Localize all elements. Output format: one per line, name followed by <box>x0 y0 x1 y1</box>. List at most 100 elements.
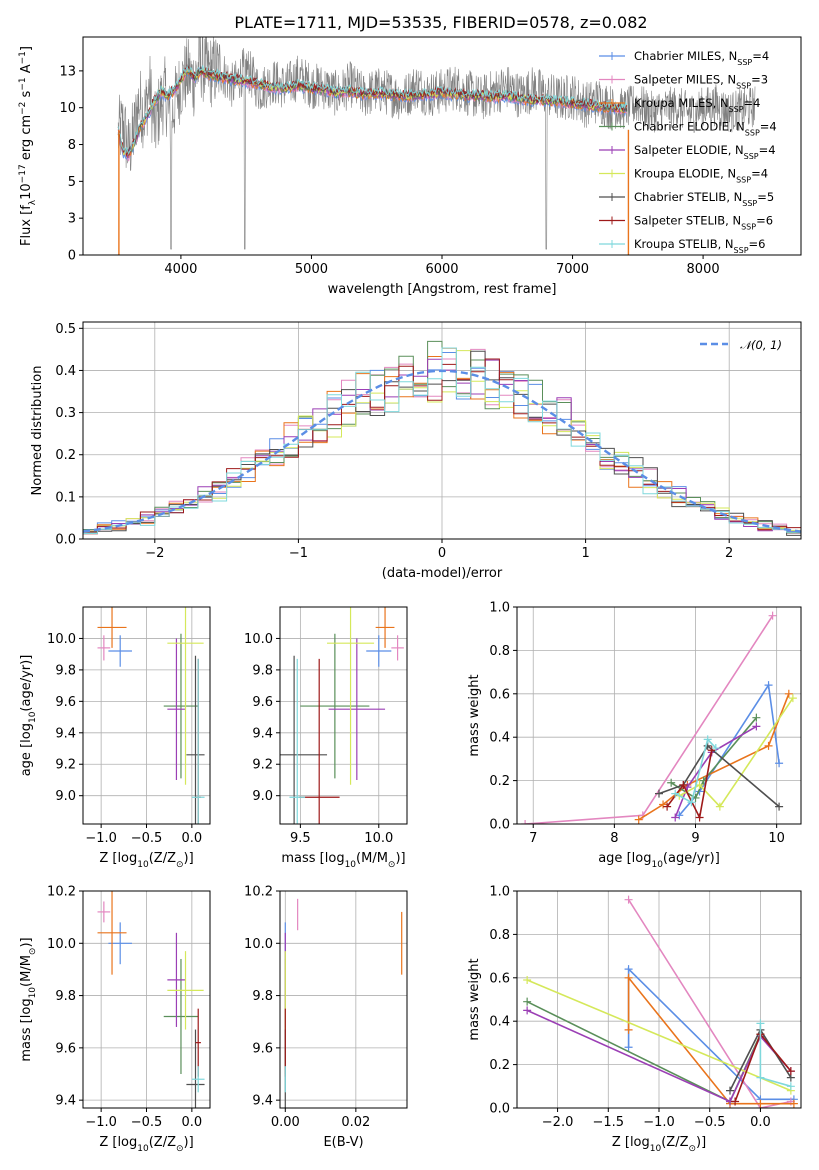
x-tick-label: 8 <box>610 831 618 846</box>
y-tick-label: 0.4 <box>489 1015 510 1030</box>
weight-marker-5 <box>788 694 797 703</box>
y-tick-label: 0.2 <box>55 448 76 463</box>
x-tick-label: −0.5 <box>131 831 163 846</box>
axes-weight_vs_Z: −2.0 −1.5 −1.0 −0.5 0.0 0.0 0.2 0.4 0.6 0.8 1.0 Z [… <box>467 885 802 1154</box>
x-tick-label: 9.5 <box>290 831 311 846</box>
label-sub: 10 <box>28 987 38 999</box>
label-part: (Z/Z <box>149 851 176 866</box>
y-tick-label: 10.0 <box>244 937 273 952</box>
label-part: (age/yr)] <box>663 851 720 866</box>
y-tick-label: 13 <box>59 64 76 79</box>
weight-marker-1 <box>768 611 777 620</box>
label-sub: 10 <box>650 1144 662 1154</box>
plot-area-mass_vs_EBV <box>284 898 403 1108</box>
weight-marker-7 <box>707 746 716 755</box>
legend-text: Chabrier ELODIE, N <box>634 120 745 134</box>
y-tick-label: 10.2 <box>47 885 76 900</box>
legend-text: =4 <box>752 49 769 63</box>
weight-marker-3 <box>523 997 532 1006</box>
legend-text: =4 <box>760 120 777 134</box>
axes-age_vs_mass: 9.5 10.0 9.0 9.2 9.4 9.6 9.8 10.0 mass [log10(M/… <box>244 606 408 870</box>
weight-marker-6 <box>726 1086 734 1095</box>
y-tick-label: 9.4 <box>55 726 76 741</box>
label-part: (Z/Z <box>149 1135 176 1150</box>
x-tick-label: 0.0 <box>750 1115 771 1130</box>
label-part: mass [ <box>19 1018 34 1061</box>
legend-label-3: Chabrier ELODIE, NSSP=4 <box>634 120 777 138</box>
weight-marker-4 <box>671 813 680 822</box>
weight-marker-5 <box>715 802 724 811</box>
x-tick-label: 5000 <box>295 262 328 277</box>
weight-marker-5 <box>523 975 532 984</box>
x-tick-label: 0.0 <box>182 1115 203 1130</box>
label-part: log <box>325 851 345 866</box>
label-part: ⊙ <box>176 860 184 870</box>
label-part: ⊙ <box>388 860 396 870</box>
x-tick-label: 10.0 <box>364 831 393 846</box>
x-axis-label: E(B-V) <box>323 1135 363 1150</box>
legend-sub: SSP <box>745 128 760 137</box>
x-tick-label: −0.5 <box>131 1115 163 1130</box>
weight-marker-7 <box>679 780 688 789</box>
legend-sub: SSP <box>734 246 749 255</box>
plot-area-weight_vs_age <box>521 611 797 824</box>
y-tick-label: 9.4 <box>252 726 273 741</box>
y-tick-label: 9.0 <box>55 789 76 804</box>
legend-label-0: Chabrier MILES, NSSP=4 <box>634 49 769 67</box>
legend-text: Salpeter ELODIE, N <box>634 143 744 157</box>
x-axis-label: (data-model)/error <box>382 566 503 581</box>
weight-marker-4 <box>752 722 761 731</box>
legend-label-8: Kroupa STELIB, NSSP=6 <box>634 237 765 255</box>
weight-line-5 <box>678 697 794 808</box>
label-part: A <box>19 64 34 77</box>
weight-marker-7 <box>731 1097 740 1106</box>
weight-marker-2 <box>756 1099 765 1108</box>
label-part: (data-model)/error <box>382 566 503 581</box>
weight-marker-0 <box>624 1043 633 1052</box>
x-tick-label: 0.00 <box>271 1115 300 1130</box>
label-part: Z [ <box>99 851 117 866</box>
axes-mass_vs_EBV: 0.00 0.02 9.4 9.6 9.8 10.0 10.2 E(B-V) <box>244 885 408 1150</box>
label-part: log <box>630 1135 650 1150</box>
weight-marker-0 <box>764 681 773 690</box>
weight-marker-2 <box>659 800 668 809</box>
label-part: −17 <box>18 164 28 183</box>
label-part: ] <box>19 46 34 51</box>
x-tick-label: 7 <box>529 831 537 846</box>
y-tick-label: 10.2 <box>244 885 273 900</box>
x-tick-label: 9 <box>691 831 699 846</box>
legend-label-1: Salpeter MILES, NSSP=3 <box>634 73 768 91</box>
x-tick-label: 1 <box>581 546 589 561</box>
normal-legend-label: 𝒩(0, 1) <box>740 338 782 352</box>
weight-marker-2 <box>634 815 643 824</box>
weight-marker-8 <box>687 798 696 807</box>
y-tick-label: 9.2 <box>55 758 76 773</box>
y-tick-label: 10.0 <box>47 937 76 952</box>
legend-text: Chabrier MILES, N <box>634 49 737 63</box>
y-tick-label: 0 <box>68 249 76 264</box>
weight-line-8 <box>674 737 717 804</box>
y-tick-label: 5 <box>68 175 76 190</box>
label-part: age [ <box>598 851 631 866</box>
y-tick-label: 0.6 <box>489 971 510 986</box>
legend-text: Chabrier STELIB, N <box>634 190 742 204</box>
y-tick-label: 1.0 <box>489 601 510 616</box>
label-part: log <box>19 998 34 1018</box>
weight-marker-6 <box>655 789 663 798</box>
x-tick-label: 0 <box>438 546 446 561</box>
x-tick-label: −1.0 <box>643 1115 675 1130</box>
y-tick-label: 0.8 <box>489 644 510 659</box>
y-axis-label: mass [log10(M/M⊙)] <box>19 937 38 1061</box>
y-axis-label: age [log10(age/yr)] <box>19 655 38 777</box>
legend-label-7: Salpeter STELIB, NSSP=6 <box>634 214 773 232</box>
figure-title: PLATE=1711, MJD=53535, FIBERID=0578, z=0… <box>234 13 647 32</box>
axes-frame <box>279 606 408 825</box>
weight-marker-2 <box>789 1099 798 1108</box>
y-axis-label: mass weight <box>467 674 482 756</box>
plot-area-spectrum <box>117 37 756 255</box>
weight-marker-3 <box>752 713 761 722</box>
x-tick-label: 0.0 <box>182 831 203 846</box>
legend-text: =3 <box>751 73 768 87</box>
label-sub: 10 <box>28 711 38 723</box>
